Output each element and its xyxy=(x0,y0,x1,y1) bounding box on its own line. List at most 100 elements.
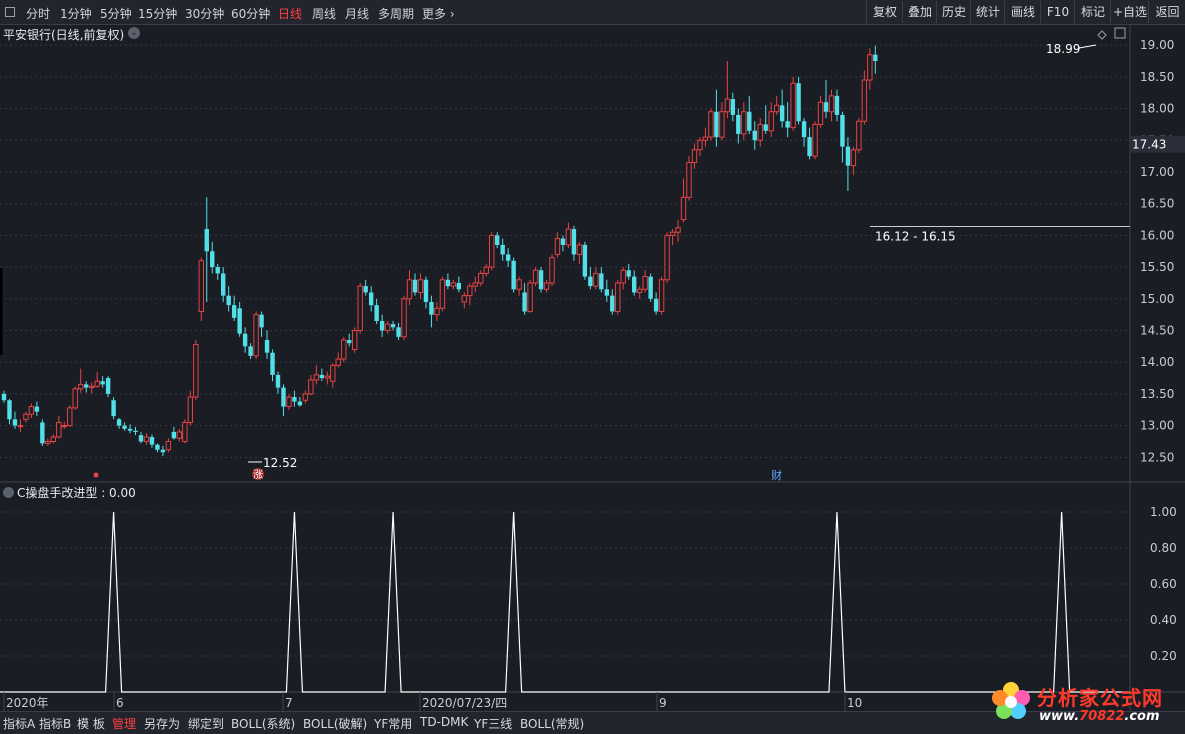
period-tab-monthly[interactable]: 月线 xyxy=(345,7,370,21)
indicator-tick-label: 0.20 xyxy=(1150,649,1177,663)
candle-body xyxy=(785,121,790,128)
high-price-label: 18.99 xyxy=(1046,42,1080,56)
candle-body xyxy=(840,114,845,147)
candle-body xyxy=(538,270,544,290)
tab-template[interactable]: 模 板 xyxy=(77,717,105,731)
button-overlay[interactable]: 叠加 xyxy=(902,1,937,23)
candle-body xyxy=(516,279,522,290)
window-square-icon[interactable] xyxy=(5,7,15,17)
candle-body xyxy=(626,270,631,277)
period-tab-15min[interactable]: 15分钟 xyxy=(138,7,178,21)
tab-indicator-a[interactable]: 指标A xyxy=(3,717,36,731)
tab-indicator-b[interactable]: 指标B xyxy=(39,717,72,731)
candle-body xyxy=(861,79,868,122)
price-tick-label: 16.00 xyxy=(1140,228,1174,242)
candle-body xyxy=(347,340,352,344)
annotations: 12.52 18.99 16.12 - 16.15 17.43 涨 财 xyxy=(0,27,1185,482)
button-f10[interactable]: F10 xyxy=(1040,1,1075,23)
candle-body xyxy=(1,393,7,401)
candle-body xyxy=(105,378,111,394)
candle-body xyxy=(801,121,807,138)
tab-boll-system[interactable]: BOLL(系统) xyxy=(231,717,296,731)
candle-body xyxy=(434,307,440,316)
candle-body xyxy=(439,279,446,309)
candle-body xyxy=(730,99,736,115)
tab-td-dmk[interactable]: TD-DMK xyxy=(420,715,469,729)
button-adjust[interactable]: 复权 xyxy=(866,1,903,23)
period-tab-5min[interactable]: 5分钟 xyxy=(100,7,132,21)
candle-body xyxy=(691,149,698,163)
period-tab-1min[interactable]: 1分钟 xyxy=(60,7,92,21)
candle-body xyxy=(94,380,100,387)
tab-save-as[interactable]: 另存为 xyxy=(144,717,181,731)
candle-body xyxy=(807,137,812,157)
candle-body xyxy=(773,104,780,113)
candle-body xyxy=(143,436,150,442)
button-add-favorite[interactable]: +自选 xyxy=(1110,1,1149,23)
button-mark[interactable]: 标记 xyxy=(1074,1,1111,23)
tab-bind-to[interactable]: 绑定到 xyxy=(188,717,225,731)
candle-body xyxy=(680,196,687,221)
candle-body xyxy=(500,244,505,255)
button-history[interactable]: 历史 xyxy=(936,1,971,23)
more-label: 更多 xyxy=(422,7,447,21)
candle-body xyxy=(379,320,385,331)
candle-body xyxy=(417,279,424,293)
tab-boll-regular[interactable]: BOLL(常规) xyxy=(520,717,585,731)
candle-body xyxy=(867,54,873,81)
button-stats[interactable]: 统计 xyxy=(970,1,1005,23)
candle-body xyxy=(741,111,747,135)
candle-body xyxy=(335,358,341,366)
candle-body xyxy=(23,413,29,420)
price-tick-label: 14.50 xyxy=(1140,324,1174,338)
candle-body xyxy=(374,305,379,321)
candle-body xyxy=(221,273,226,296)
candle-body xyxy=(319,374,325,379)
candle-body xyxy=(324,375,331,379)
chevron-down-icon[interactable]: ⌄ xyxy=(128,27,140,39)
candle-body xyxy=(736,114,741,134)
indicator-toggle-icon[interactable] xyxy=(3,487,14,498)
tab-boll-cracked[interactable]: BOLL(破解) xyxy=(303,717,368,731)
tab-yf-three-lines[interactable]: YF三线 xyxy=(474,717,513,731)
diamond-icon xyxy=(1097,30,1107,40)
candle-body xyxy=(12,419,18,426)
candle-body xyxy=(615,282,621,312)
indicator-tick-label: 0.80 xyxy=(1150,541,1177,555)
candle-body xyxy=(204,229,209,252)
period-tab-60min[interactable]: 60分钟 xyxy=(231,7,271,21)
candle-body xyxy=(747,111,752,131)
period-tab-more[interactable]: 更多 › xyxy=(422,5,455,22)
candle-body xyxy=(522,292,527,312)
tab-manage[interactable]: 管理 xyxy=(112,717,137,731)
finance-marker-label: 财 xyxy=(771,468,782,482)
period-tab-daily[interactable]: 日线 xyxy=(278,7,303,21)
button-back[interactable]: 返回 xyxy=(1148,1,1185,23)
period-tab-weekly[interactable]: 周线 xyxy=(312,7,337,21)
candle-body xyxy=(352,330,358,351)
candle-body xyxy=(187,396,194,423)
candle-body xyxy=(259,314,264,328)
pane-square-icon xyxy=(1114,27,1126,39)
x-tick-label: 2020/07/23/四 xyxy=(422,696,507,710)
indicator-title-text: C操盘手改进型 : 0.00 xyxy=(17,486,136,500)
candle-body xyxy=(198,260,204,312)
candle-body xyxy=(686,161,692,198)
candle-body xyxy=(56,421,62,438)
candle-body xyxy=(648,276,653,299)
period-tab-30min[interactable]: 30分钟 xyxy=(185,7,225,21)
candle-body xyxy=(571,229,577,255)
candle-body xyxy=(50,436,57,442)
candle-body xyxy=(642,276,648,290)
price-tick-label: 18.00 xyxy=(1140,102,1174,116)
candle-body xyxy=(549,257,555,284)
candle-body xyxy=(752,130,757,141)
button-draw[interactable]: 画线 xyxy=(1004,1,1041,23)
candle-body xyxy=(714,111,719,138)
candle-body xyxy=(708,111,714,138)
period-tab-multi[interactable]: 多周期 xyxy=(378,7,415,21)
tab-yf-common[interactable]: YF常用 xyxy=(374,717,413,731)
period-tab-timeshare[interactable]: 分时 xyxy=(26,7,51,21)
candle-body xyxy=(599,273,604,290)
